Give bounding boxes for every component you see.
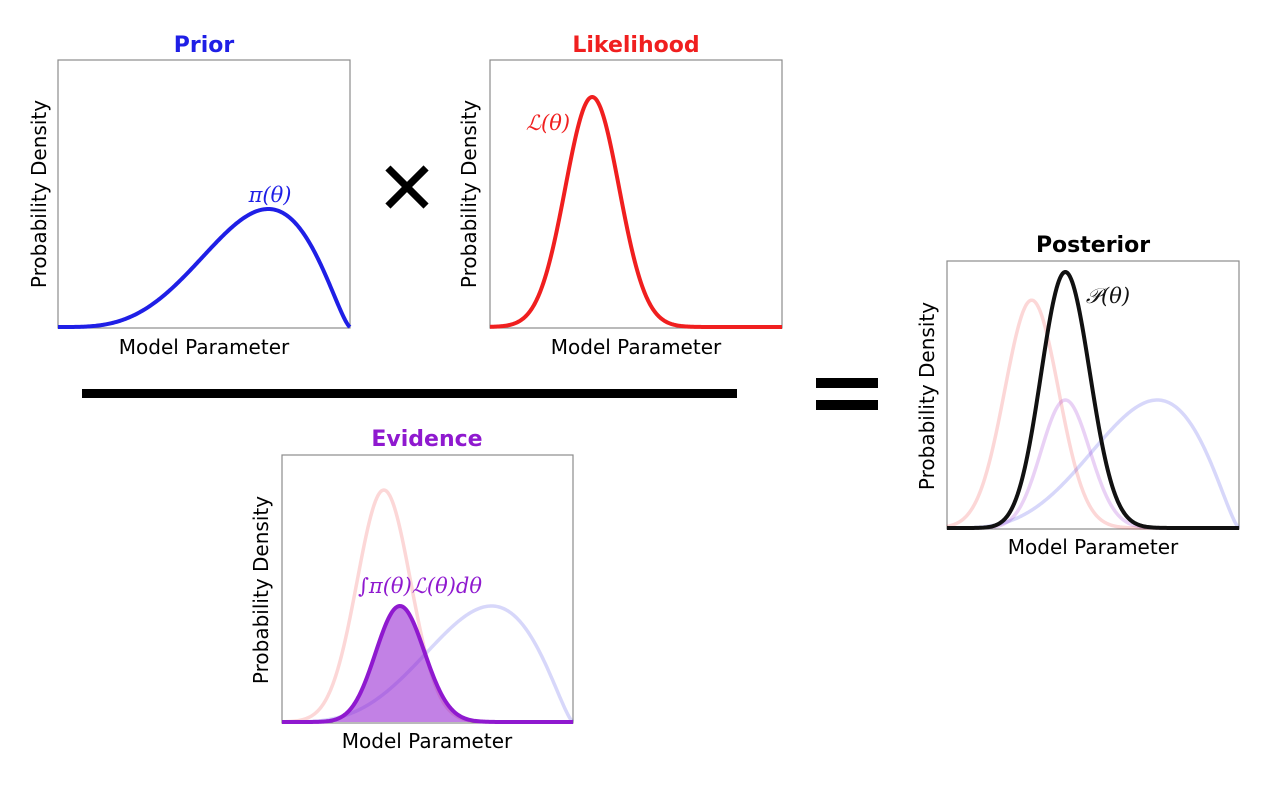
posterior-frame xyxy=(946,260,1240,530)
equals-bar-bottom xyxy=(816,400,878,410)
likelihood-curve xyxy=(489,95,783,329)
posterior-title: Posterior xyxy=(1036,233,1150,258)
likelihood-panel: Likelihood Model Parameter Probability D… xyxy=(457,33,783,359)
prior-panel: Prior Model Parameter Probability Densit… xyxy=(27,33,352,359)
posterior-faded-likelihood-curve xyxy=(946,298,1239,530)
equals-sign xyxy=(816,378,878,410)
equals-bar-top xyxy=(816,378,878,388)
posterior-panel: Posterior Model Parameter Probability De… xyxy=(915,233,1241,559)
evidence-panel: Evidence Model Parameter Probability Den… xyxy=(249,427,575,753)
likelihood-ylabel: Probability Density xyxy=(457,100,481,288)
likelihood-frame xyxy=(489,59,783,329)
posterior-curve xyxy=(946,270,1240,530)
evidence-frame xyxy=(281,454,574,724)
posterior-ylabel: Probability Density xyxy=(915,302,939,490)
likelihood-curve-label: ℒ(θ) xyxy=(526,111,570,135)
prior-frame xyxy=(57,59,351,329)
likelihood-xlabel: Model Parameter xyxy=(551,335,722,359)
posterior-curve-label: 𝒫(θ) xyxy=(1086,284,1130,308)
posterior-xlabel: Model Parameter xyxy=(1008,535,1179,559)
evidence-curve xyxy=(281,604,574,724)
evidence-curve-label: ∫π(θ)ℒ(θ)dθ xyxy=(358,574,482,598)
prior-curve-label: π(θ) xyxy=(248,183,292,207)
multiply-sign: ✕ xyxy=(376,146,438,232)
evidence-xlabel: Model Parameter xyxy=(342,729,513,753)
prior-ylabel: Probability Density xyxy=(27,100,51,288)
evidence-title: Evidence xyxy=(371,427,482,452)
prior-xlabel: Model Parameter xyxy=(119,335,290,359)
prior-title: Prior xyxy=(174,33,235,58)
fraction-bar xyxy=(82,389,737,398)
evidence-ylabel: Probability Density xyxy=(249,496,273,684)
likelihood-title: Likelihood xyxy=(572,33,699,58)
prior-curve xyxy=(57,207,352,329)
